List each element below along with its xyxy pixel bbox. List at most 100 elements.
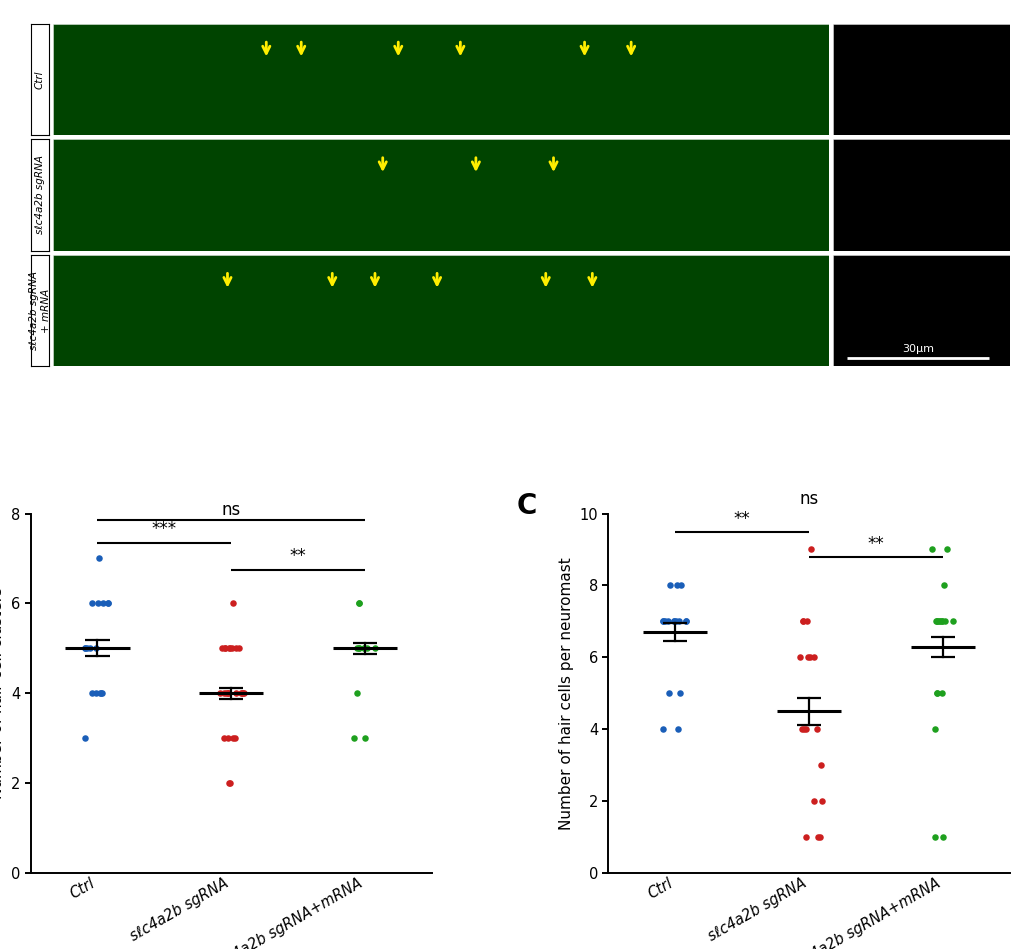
Point: [221, 641, 237, 656]
Point: [228, 641, 245, 656]
Point: [88, 686, 104, 701]
Point: [795, 721, 811, 736]
Point: [234, 686, 251, 701]
Point: [233, 686, 250, 701]
Point: [937, 542, 954, 557]
Point: [94, 686, 110, 701]
Point: [359, 641, 375, 656]
Point: [654, 614, 671, 629]
Point: [801, 650, 817, 665]
Point: [793, 721, 809, 736]
Point: [933, 614, 950, 629]
Point: [671, 614, 687, 629]
Point: [220, 686, 236, 701]
Point: [654, 721, 671, 736]
Point: [220, 641, 236, 656]
Text: **: **: [733, 510, 750, 528]
Point: [654, 614, 671, 629]
Point: [935, 578, 952, 593]
Point: [656, 614, 673, 629]
Point: [82, 641, 98, 656]
Point: [366, 641, 382, 656]
Point: [677, 614, 693, 629]
Point: [797, 829, 813, 845]
Point: [93, 686, 109, 701]
Text: ns: ns: [799, 490, 818, 508]
Point: [351, 596, 367, 611]
Point: [222, 775, 238, 791]
Point: [932, 614, 949, 629]
Point: [926, 829, 943, 845]
Point: [811, 829, 827, 845]
Point: [348, 641, 365, 656]
Point: [227, 686, 244, 701]
Point: [220, 775, 236, 791]
Point: [214, 641, 230, 656]
Y-axis label: Number of hair cell clusters: Number of hair cell clusters: [0, 587, 5, 799]
Point: [220, 686, 236, 701]
Point: [224, 596, 240, 611]
Point: [230, 641, 247, 656]
Point: [357, 731, 373, 746]
Point: [936, 614, 953, 629]
Text: ns: ns: [221, 501, 240, 519]
Point: [227, 731, 244, 746]
Point: [232, 686, 249, 701]
Point: [100, 596, 116, 611]
Point: [928, 686, 945, 701]
Point: [76, 641, 93, 656]
Point: [798, 614, 814, 629]
Point: [95, 596, 111, 611]
Point: [794, 614, 810, 629]
Point: [666, 614, 683, 629]
Point: [356, 641, 372, 656]
Point: [812, 757, 828, 772]
Text: **: **: [867, 535, 883, 553]
Point: [932, 686, 949, 701]
Point: [351, 641, 367, 656]
Point: [88, 641, 104, 656]
Point: [928, 686, 945, 701]
Point: [224, 731, 240, 746]
Text: 30μm: 30μm: [901, 344, 933, 354]
Point: [219, 731, 235, 746]
Point: [928, 614, 945, 629]
Point: [215, 686, 231, 701]
Point: [672, 686, 688, 701]
Point: [351, 641, 367, 656]
Point: [76, 731, 93, 746]
Point: [934, 829, 951, 845]
Point: [926, 614, 943, 629]
Point: [926, 721, 943, 736]
Point: [91, 551, 107, 567]
Point: [658, 614, 675, 629]
Point: [92, 686, 108, 701]
Point: [217, 641, 233, 656]
Point: [678, 614, 694, 629]
Point: [802, 542, 818, 557]
Point: [927, 614, 944, 629]
Point: [218, 686, 234, 701]
Point: [661, 578, 678, 593]
Point: [665, 614, 682, 629]
Point: [224, 641, 240, 656]
Point: [923, 542, 940, 557]
Point: [345, 731, 362, 746]
Point: [805, 793, 821, 809]
Point: [799, 650, 815, 665]
Point: [673, 578, 689, 593]
Point: [77, 641, 94, 656]
Point: [667, 578, 684, 593]
Point: [795, 614, 811, 629]
Point: [351, 596, 367, 611]
Point: [660, 686, 677, 701]
Y-axis label: Number of hair cells per neuromast: Number of hair cells per neuromast: [558, 557, 574, 829]
Point: [809, 829, 825, 845]
Point: [669, 721, 686, 736]
Point: [665, 614, 682, 629]
Point: [797, 721, 813, 736]
Point: [805, 650, 821, 665]
Text: sℓc4a2b sgRNA
+ mRNA: sℓc4a2b sgRNA + mRNA: [29, 271, 51, 350]
Point: [216, 641, 232, 656]
Text: **: **: [289, 548, 307, 566]
